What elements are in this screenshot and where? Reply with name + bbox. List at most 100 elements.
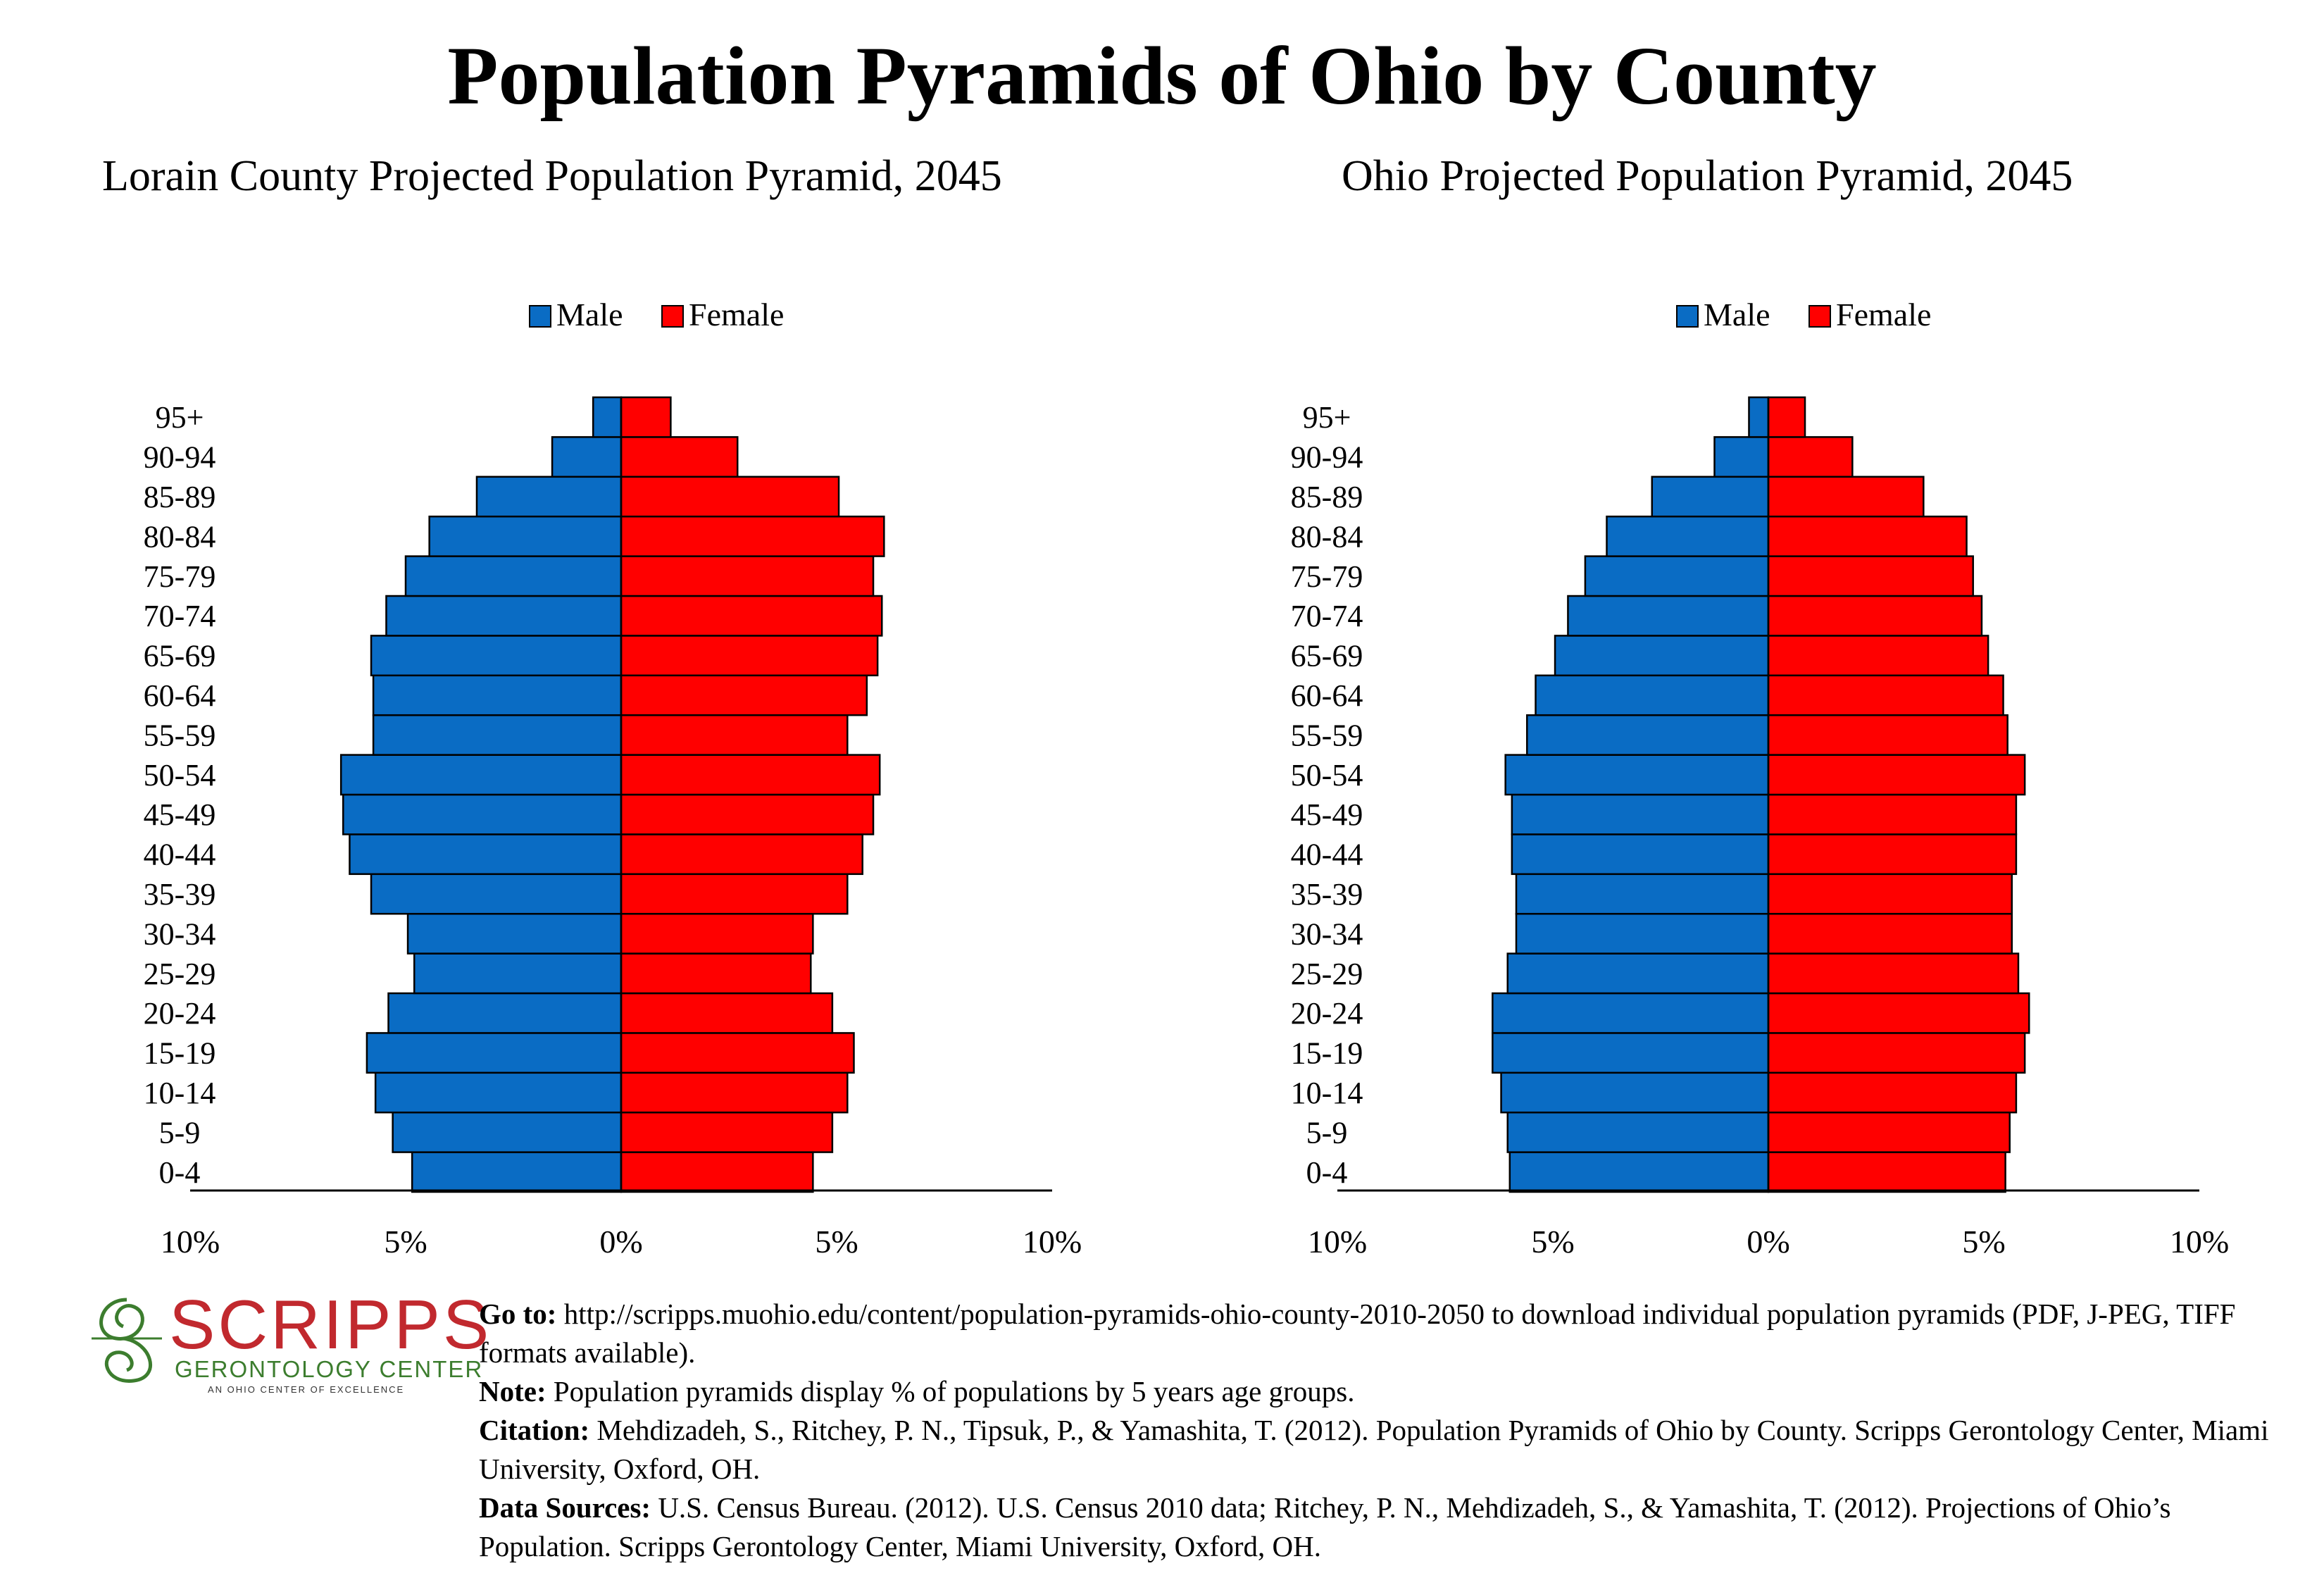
lorain-tick-label: 10% (1023, 1224, 1082, 1260)
ohio-bar-female-45-49 (1767, 793, 2018, 835)
ohio-bar-male-5-9 (1506, 1111, 1770, 1153)
lorain-bar-female-85-89 (620, 476, 840, 518)
lorain-bar-male-20-24 (387, 992, 623, 1034)
ohio-bar-male-85-89 (1651, 476, 1770, 518)
lorain-bar-male-15-19 (366, 1032, 623, 1074)
lorain-bar-male-0-4 (411, 1151, 623, 1193)
lorain-bar-female-40-44 (620, 833, 863, 876)
lorain-bar-female-95+ (620, 396, 672, 438)
lorain-bar-male-55-59 (372, 714, 623, 756)
ohio-bar-female-95+ (1767, 396, 1806, 438)
ohio-bar-male-10-14 (1500, 1071, 1770, 1114)
lorain-bar-female-50-54 (620, 754, 881, 796)
ohio-bar-male-90-94 (1713, 436, 1770, 478)
ohio-bar-female-75-79 (1767, 555, 1974, 597)
ohio-bar-female-5-9 (1767, 1111, 2011, 1153)
ohio-category-label: 10-14 (1291, 1076, 1363, 1110)
logo-wordmark: SCRIPPS (169, 1286, 492, 1363)
lorain-bar-male-75-79 (404, 555, 623, 597)
lorain-bar-male-65-69 (370, 635, 623, 677)
lorain-bar-male-85-89 (475, 476, 623, 518)
lorain-category-label: 0-4 (159, 1155, 201, 1190)
lorain-bar-female-80-84 (620, 515, 885, 557)
lorain-category-label: 10-14 (144, 1076, 216, 1110)
ohio-legend-male-label: Male (1704, 297, 1770, 332)
lorain-bar-male-35-39 (370, 873, 623, 915)
ohio-category-label: 85-89 (1291, 480, 1363, 514)
logo-tagline: AN OHIO CENTER OF EXCELLENCE (208, 1384, 405, 1395)
lorain-category-label: 40-44 (144, 838, 216, 872)
lorain-category-label: 75-79 (144, 559, 216, 594)
ohio-category-label: 70-74 (1291, 599, 1363, 633)
lorain-bar-female-75-79 (620, 555, 875, 597)
lorain-bar-female-10-14 (620, 1071, 849, 1114)
lorain-bar-female-55-59 (620, 714, 849, 756)
lorain-bar-female-0-4 (620, 1151, 814, 1193)
ohio-bar-female-20-24 (1767, 992, 2030, 1034)
ohio-category-label: 40-44 (1291, 838, 1363, 872)
swirl-logo-icon (92, 1298, 162, 1383)
lorain-bar-female-65-69 (620, 635, 879, 677)
ohio-legend-male-swatch (1676, 305, 1699, 328)
lorain-chart-title: Lorain County Projected Population Pyram… (102, 152, 1002, 200)
lorain-category-label: 30-34 (144, 916, 216, 951)
ohio-bar-male-75-79 (1584, 555, 1770, 597)
lorain-bar-male-45-49 (342, 793, 623, 835)
lorain-category-label: 5-9 (159, 1115, 201, 1150)
lorain-bar-female-35-39 (620, 873, 849, 915)
citation-line: Citation: Mehdizadeh, S., Ritchey, P. N.… (479, 1414, 2269, 1485)
lorain-category-label: 25-29 (144, 957, 216, 991)
ohio-category-label: 35-39 (1291, 877, 1363, 912)
lorain-category-label: 80-84 (144, 519, 216, 554)
ohio-bar-female-30-34 (1767, 912, 2013, 955)
lorain-legend-female-label: Female (689, 297, 784, 332)
ohio-bar-male-95+ (1748, 396, 1770, 438)
lorain-bar-male-90-94 (551, 436, 623, 478)
ohio-category-label: 20-24 (1291, 996, 1363, 1031)
ohio-bar-female-65-69 (1767, 635, 1989, 677)
lorain-legend-male-swatch (529, 305, 551, 328)
ohio-category-label: 65-69 (1291, 639, 1363, 673)
lorain-legend-female-swatch (661, 305, 684, 328)
ohio-bar-male-70-74 (1567, 595, 1770, 637)
lorain-bar-female-60-64 (620, 674, 868, 716)
lorain-category-label: 55-59 (144, 718, 216, 752)
ohio-category-label: 55-59 (1291, 718, 1363, 752)
lorain-bar-female-15-19 (620, 1032, 855, 1074)
lorain-bar-male-95+ (592, 396, 623, 438)
lorain-bar-female-5-9 (620, 1111, 834, 1153)
scripps-logo: SCRIPPS GERONTOLOGY CENTER AN OHIO CENTE… (85, 1286, 489, 1398)
lorain-bar-male-25-29 (413, 952, 623, 995)
ohio-category-label: 15-19 (1291, 1036, 1363, 1071)
lorain-bar-female-90-94 (620, 436, 739, 478)
ohio-bar-female-40-44 (1767, 833, 2018, 876)
ohio-bar-male-30-34 (1515, 912, 1770, 955)
ohio-bar-female-50-54 (1767, 754, 2026, 796)
lorain-bar-male-5-9 (392, 1111, 623, 1153)
ohio-category-label: 5-9 (1306, 1115, 1348, 1150)
lorain-bar-female-45-49 (620, 793, 875, 835)
lorain-bar-female-70-74 (620, 595, 883, 637)
ohio-bar-female-70-74 (1767, 595, 1983, 637)
note-line: Note: Population pyramids display % of p… (479, 1375, 1355, 1407)
lorain-tick-label: 5% (384, 1224, 427, 1260)
ohio-tick-label: 5% (1962, 1224, 2005, 1260)
lorain-tick-label: 5% (815, 1224, 858, 1260)
ohio-tick-label: 10% (1308, 1224, 1367, 1260)
ohio-bar-male-25-29 (1506, 952, 1770, 995)
ohio-bar-male-65-69 (1554, 635, 1770, 677)
lorain-tick-label: 10% (161, 1224, 220, 1260)
lorain-bar-male-50-54 (339, 754, 623, 796)
lorain-tick-label: 0% (599, 1224, 642, 1260)
ohio-category-label: 90-94 (1291, 440, 1363, 475)
lorain-bar-female-25-29 (620, 952, 812, 995)
lorain-category-label: 90-94 (144, 440, 216, 475)
ohio-bar-female-15-19 (1767, 1032, 2026, 1074)
ohio-category-label: 25-29 (1291, 957, 1363, 991)
ohio-category-label: 30-34 (1291, 916, 1363, 951)
ohio-bar-male-60-64 (1535, 674, 1770, 716)
ohio-bar-male-80-84 (1606, 515, 1770, 557)
ohio-bar-male-45-49 (1511, 793, 1770, 835)
ohio-category-label: 95+ (1303, 400, 1351, 435)
lorain-category-label: 60-64 (144, 678, 216, 713)
